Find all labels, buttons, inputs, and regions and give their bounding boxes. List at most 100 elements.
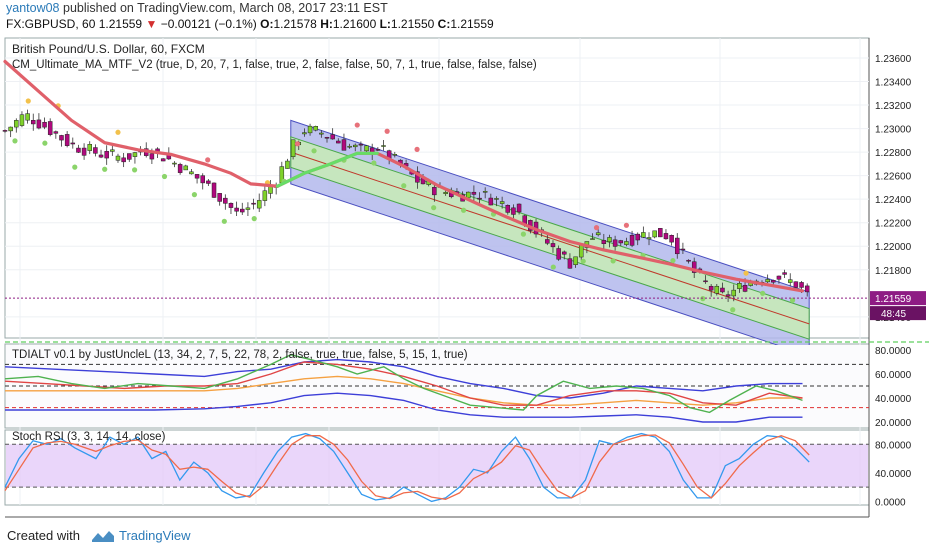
publish-text: published on TradingView.com, March 08, … [59, 1, 388, 15]
price-tick-label: 1.23000 [875, 125, 912, 136]
tdi-tick-label: 40.0000 [875, 394, 912, 405]
price-tick-label: 1.23200 [875, 101, 912, 112]
chart-area[interactable]: 1.23600 1.23400 1.23200 1.23000 1.22800 1.226… [0, 0, 932, 522]
candle-body [177, 164, 183, 173]
candle-body [341, 139, 347, 151]
candle-body [703, 280, 708, 283]
candle-body [64, 134, 70, 146]
last-price: 1.21559 [98, 17, 143, 31]
fractal-dot-high [294, 141, 301, 147]
candle-body [595, 232, 601, 236]
candle-body [641, 232, 646, 238]
candle-body [618, 240, 624, 244]
high-label: H: [320, 17, 333, 31]
time-tick-label: 9 [717, 521, 723, 522]
candle-body [482, 191, 488, 193]
price-tick-label: 1.22400 [875, 195, 912, 206]
candle-body [590, 238, 595, 240]
fractal-dot-low [789, 297, 796, 303]
candle-body [319, 132, 324, 135]
fractal-dot-low [221, 218, 227, 224]
footer: Created with TradingView [0, 522, 932, 550]
candle-body [787, 279, 793, 283]
stoch-tick-label: 40.0000 [875, 469, 912, 480]
time-tick-label: 8 [577, 521, 583, 522]
candle-body [776, 275, 782, 280]
stoch-series-line [4, 432, 810, 503]
candle-body [53, 131, 59, 134]
candle-body [206, 180, 211, 184]
fractal-dot-high [115, 129, 121, 135]
candle-body [81, 147, 87, 156]
time-tick-label: 6 [326, 521, 332, 522]
candle-body [635, 233, 640, 241]
fractal-dot-low [670, 257, 676, 264]
candle-body [110, 149, 115, 152]
candle-body [353, 144, 358, 148]
fractal-dot-low [610, 258, 616, 264]
tdi-tick-label: 20.0000 [875, 418, 912, 429]
candle-body [194, 174, 200, 179]
fractal-dot-high [384, 128, 390, 134]
candle-body [104, 151, 109, 159]
candle-body [211, 182, 217, 198]
candle-body [601, 240, 607, 244]
close-value: 1.21559 [450, 17, 494, 31]
candle-body [251, 202, 256, 205]
fractal-dot-low [42, 140, 48, 146]
candle-body [488, 197, 494, 206]
tdi-title: TDIALT v0.1 by JustUncleL (13, 34, 2, 7,… [12, 349, 468, 361]
stoch-tick-label: 80.0000 [875, 440, 912, 451]
open-value: 1.21578 [273, 17, 317, 31]
down-arrow-icon: ▼ [145, 17, 158, 31]
tradingview-logo-icon[interactable] [90, 528, 116, 544]
price-tick-label: 1.22000 [875, 242, 912, 253]
candle-body [127, 153, 132, 160]
last-price-tag [870, 291, 926, 306]
fractal-dot-low [72, 164, 78, 170]
author-link[interactable]: yantow08 [6, 1, 60, 15]
tdi-series-line [5, 375, 803, 406]
candle-body [691, 261, 697, 273]
tdi-series-line [4, 361, 803, 406]
candle-body [70, 142, 76, 145]
candle-body [285, 160, 290, 169]
candle-body [183, 165, 189, 171]
candle-body [658, 228, 663, 238]
candle-body [415, 171, 420, 183]
fractal-dot-low [401, 183, 407, 189]
candle-body [573, 256, 578, 265]
indicator-label: CM_Ultimate_MA_MTF_V2 (true, D, 20, 7, 1… [12, 59, 537, 71]
fractal-dot-high [205, 157, 211, 163]
candle-body [652, 230, 657, 238]
time-tick-label: 10 [854, 521, 866, 522]
fractal-dot-low [520, 231, 527, 237]
candle-body [115, 155, 121, 161]
candle-body [737, 283, 742, 289]
candle-body [234, 207, 239, 212]
tdi-tick-label: 60.0000 [875, 370, 912, 381]
candle-body [612, 239, 618, 247]
publish-info: yantow08 published on TradingView.com, M… [6, 1, 388, 15]
candle-body [87, 144, 92, 151]
candle-body [256, 200, 262, 209]
candle-body [392, 154, 398, 156]
candle-body [624, 241, 629, 245]
candle-body [720, 287, 725, 293]
candle-body [499, 201, 505, 204]
stoch-title: Stoch RSI (3, 3, 14, 14, close) [12, 431, 166, 443]
candle-body [132, 152, 138, 157]
tdi-tick-label: 80.0000 [875, 346, 912, 357]
price-tick-label: 1.22200 [875, 219, 912, 230]
candle-body [358, 143, 364, 146]
candle-body [669, 234, 674, 243]
tradingview-link[interactable]: TradingView [119, 528, 191, 543]
ohlc-line: FX:GBPUSD, 60 1.21559 ▼ −0.00121 (−0.1%)… [6, 17, 494, 31]
created-with-label: Created with [7, 528, 80, 543]
candle-body [59, 135, 64, 141]
fractal-dot-low [431, 205, 437, 211]
candle-body [93, 147, 98, 154]
open-label: O: [260, 17, 274, 31]
tdi-series-line [4, 354, 803, 414]
candle-body [336, 140, 341, 144]
